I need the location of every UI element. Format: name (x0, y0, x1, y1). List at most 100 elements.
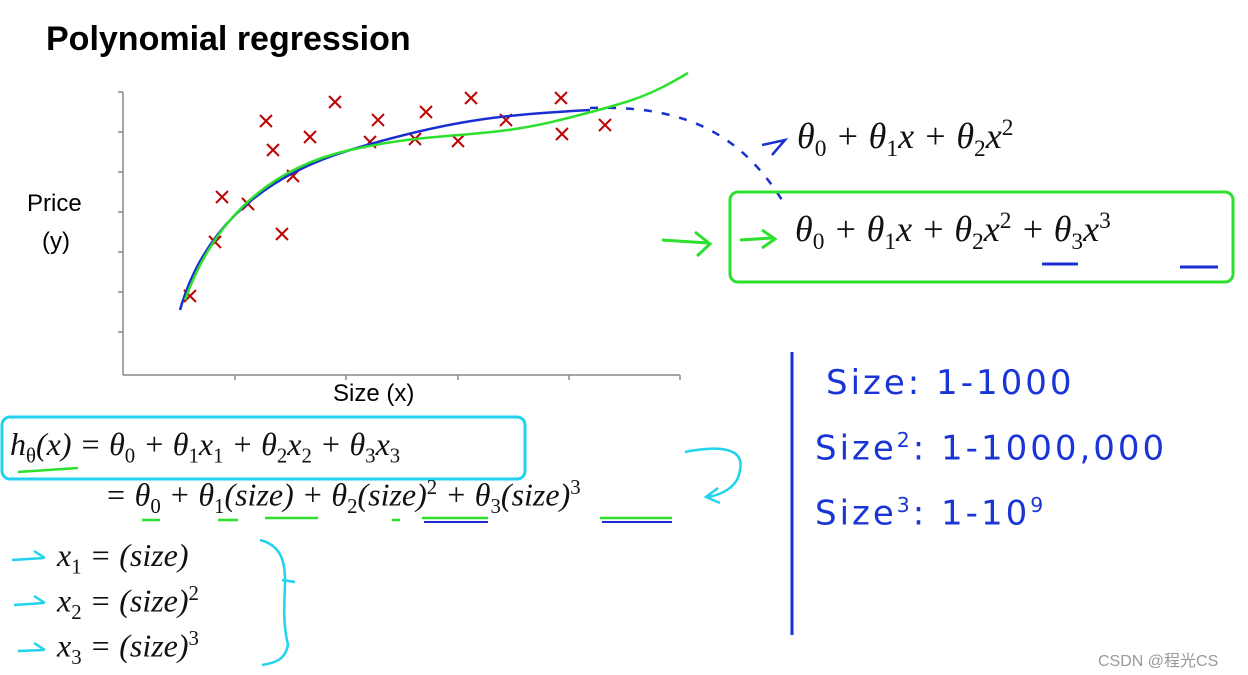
text: h (10, 426, 26, 462)
text: 2 (347, 495, 358, 519)
text: 3 (1099, 208, 1111, 234)
watermark: CSDN @程光CS (1098, 653, 1219, 670)
text: 1 (71, 555, 82, 579)
text: x (983, 209, 1000, 249)
text: Size (815, 493, 897, 534)
text: = (size) (81, 582, 189, 619)
text: 2 (71, 601, 82, 625)
text: + θ (135, 426, 189, 462)
y-label: (y) (42, 228, 70, 255)
cross (419, 105, 433, 119)
text: + θ (437, 476, 491, 513)
text: x (198, 426, 214, 462)
cross (215, 190, 229, 204)
text: + θ (160, 476, 215, 513)
text: = (size) (81, 627, 189, 664)
cyan-arrow (684, 447, 742, 505)
note: Size3: 1-109 (815, 493, 1046, 533)
text: 1 (214, 495, 225, 519)
text: (size) + θ (224, 476, 348, 513)
text: 3 (1071, 229, 1084, 256)
cross (464, 91, 478, 105)
text: θ (26, 444, 36, 468)
text: = θ (105, 476, 151, 513)
cross (371, 113, 385, 127)
note: Size2: 1-1000,000 (815, 428, 1167, 468)
text: 2 (188, 582, 199, 605)
note: Size: 1-1000 (826, 363, 1075, 403)
cross (451, 134, 465, 148)
text: 3 (389, 444, 401, 468)
plot-axes (118, 91, 681, 380)
text: = (size) (81, 537, 189, 573)
cubic-curve (183, 71, 689, 301)
cross (303, 130, 317, 144)
text: 3 (570, 476, 581, 499)
text: 9 (1030, 493, 1047, 517)
cyan-arrows (11, 549, 46, 653)
text: (size) (500, 476, 571, 513)
text: 2 (1001, 115, 1014, 141)
text: 0 (150, 495, 161, 519)
text: 3 (365, 444, 376, 468)
green-arrow (661, 230, 713, 258)
cross (259, 114, 273, 128)
text: x + θ (898, 116, 975, 156)
cyan-bracket (259, 538, 296, 667)
text: 3 (188, 627, 199, 650)
formula: hθ(x) = θ0 + θ1x1 + θ2x2 + θ3x3 (10, 426, 400, 468)
quadratic-curve (178, 108, 591, 311)
cross (598, 118, 612, 132)
text: x (1083, 209, 1100, 249)
underline (1042, 262, 1218, 269)
text: 0 (124, 444, 136, 468)
formula: x3 = (size)3 (57, 627, 199, 670)
text: 3 (896, 493, 913, 517)
y-label: Price (27, 190, 82, 217)
text: : 1-1000 (907, 363, 1075, 403)
text: : 1-1000,000 (912, 428, 1168, 469)
text: Size (826, 363, 908, 403)
text: x (57, 537, 72, 573)
formula: θ0 + θ1x + θ2x2 + θ3x3 (795, 208, 1111, 256)
formula: θ0 + θ1x + θ2x2 (797, 115, 1013, 163)
text: 3 (71, 646, 82, 670)
text: : 1-10 (912, 493, 1031, 534)
cross (555, 127, 569, 141)
text: 2 (896, 428, 913, 452)
text: (size) (357, 476, 427, 513)
cross (266, 143, 280, 157)
text: 1 (213, 444, 224, 468)
green-box (728, 190, 1235, 284)
formula: x1 = (size) (57, 537, 189, 579)
cyan-box (0, 415, 527, 481)
text: θ (797, 116, 815, 156)
text: + θ (223, 426, 277, 462)
formula: x2 = (size)2 (57, 582, 199, 625)
green-arrow (739, 228, 778, 250)
text: 1 (884, 229, 897, 256)
title: Polynomial regression (46, 20, 411, 58)
text: x + θ (896, 209, 973, 249)
text: x (375, 426, 390, 462)
text: (x) = θ (35, 426, 125, 462)
text: 0 (812, 229, 825, 256)
text: 2 (974, 136, 986, 163)
cross (554, 91, 568, 105)
text: x (57, 582, 72, 619)
x-label: Size (x) (333, 380, 415, 407)
arrow-head (761, 137, 789, 156)
text: 3 (490, 495, 501, 519)
text: 2 (276, 444, 288, 468)
text: 1 (188, 444, 199, 468)
text: + θ (1011, 209, 1072, 249)
formula: = θ0 + θ1(size) + θ2(size)2 + θ3(size)3 (105, 476, 581, 519)
text: x (985, 116, 1002, 156)
text: + θ (826, 116, 887, 156)
text: 2 (972, 229, 984, 256)
cross (328, 95, 342, 109)
text: 2 (999, 208, 1012, 234)
text: x (287, 426, 302, 462)
